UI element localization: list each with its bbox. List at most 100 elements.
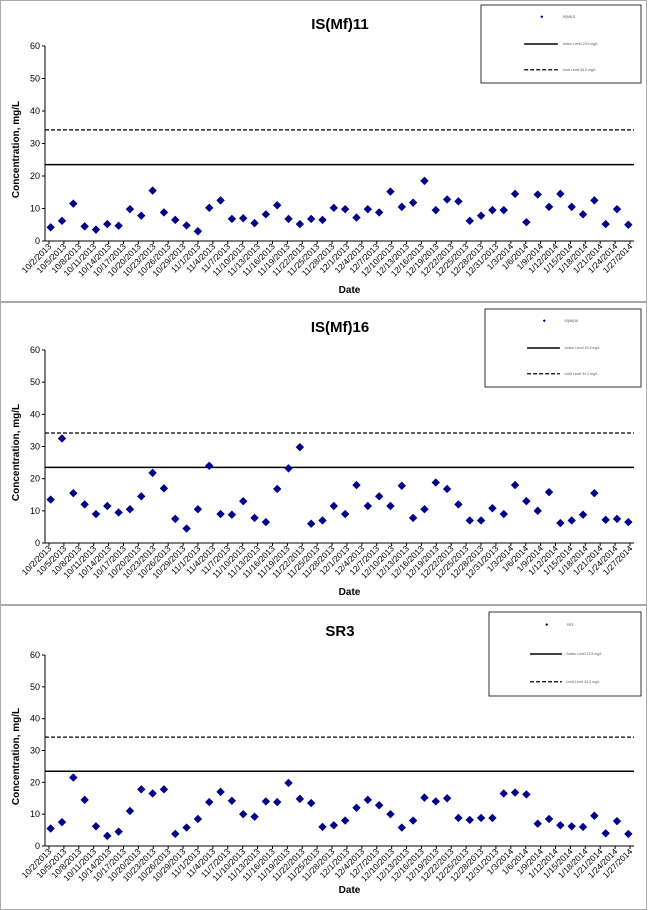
data-point-marker: [137, 492, 146, 501]
x-axis-label: Date: [339, 285, 361, 296]
data-point-marker: [103, 501, 112, 511]
data-point-marker: [374, 801, 384, 810]
data-point-marker: [499, 205, 508, 215]
y-tick-label: 10: [30, 809, 40, 819]
data-point-marker: [182, 823, 191, 832]
data-point-marker: [408, 198, 418, 207]
data-point-marker: [408, 513, 418, 523]
y-tick-label: 60: [30, 41, 40, 51]
y-tick-label: 0: [35, 841, 40, 851]
y-tick-label: 10: [30, 204, 40, 214]
data-point-marker: [476, 516, 486, 525]
data-point-marker: [91, 822, 101, 831]
data-point-marker: [318, 215, 327, 225]
y-axis-label: Concentration, mg/L: [11, 101, 22, 198]
data-point-marker: [624, 220, 633, 229]
data-point-marker: [261, 517, 271, 527]
data-point-marker: [556, 518, 565, 528]
data-point-marker: [250, 218, 259, 228]
data-point-marker: [125, 806, 135, 816]
data-point-marker: [590, 488, 599, 498]
data-point-marker: [612, 204, 622, 214]
data-point-marker: [499, 509, 508, 519]
legend-label: Limit Level 34.2 mg/L: [563, 68, 596, 72]
data-point-marker: [273, 484, 282, 494]
data-point-marker: [182, 221, 191, 230]
y-tick-label: 20: [30, 171, 40, 181]
data-point-marker: [590, 811, 599, 820]
data-point-marker: [57, 434, 67, 443]
y-tick-label: 30: [30, 139, 40, 149]
data-point-marker: [273, 797, 282, 807]
y-tick-label: 30: [30, 746, 40, 756]
data-point-marker: [465, 815, 474, 825]
data-point-marker: [386, 501, 395, 511]
y-tick-label: 20: [30, 474, 40, 484]
data-point-marker: [114, 221, 123, 230]
data-point-marker: [69, 199, 78, 208]
data-point-marker: [352, 803, 361, 812]
legend-label: Action Level 23.5 mg/L: [567, 652, 603, 656]
data-point-marker: [567, 822, 576, 831]
data-point-marker: [69, 773, 78, 782]
y-tick-label: 50: [30, 682, 40, 692]
data-point-marker: [329, 821, 339, 830]
data-point-marker: [567, 516, 576, 525]
legend-label: Limit Level 34.2 mg/L: [565, 372, 598, 376]
legend-label: IS(Mf)11: [563, 15, 576, 19]
legend-label: Action Level 23.5 mg/L: [563, 42, 599, 46]
legend-box: [480, 4, 642, 84]
data-point-marker: [624, 517, 633, 527]
chart-title: IS(Mf)11: [311, 16, 369, 33]
data-point-marker: [193, 814, 203, 824]
data-point-marker: [612, 816, 622, 826]
data-point-marker: [46, 223, 55, 232]
data-point-marker: [103, 219, 112, 229]
data-point-marker: [590, 196, 599, 205]
data-point-marker: [216, 196, 225, 205]
data-point-marker: [624, 829, 633, 839]
data-point-marker: [80, 222, 89, 231]
chart-panel-1: IS(Mf)11 0 10 20 30 40 50 60 Concentration, mg/L…: [0, 0, 647, 302]
data-point-marker: [306, 214, 316, 224]
data-point-marker: [137, 785, 146, 794]
y-tick-label: 40: [30, 714, 40, 724]
data-point-marker: [578, 210, 588, 219]
data-point-marker: [306, 798, 316, 808]
data-point-marker: [442, 484, 452, 494]
data-point-marker: [46, 824, 55, 833]
data-point-marker: [250, 812, 259, 821]
data-point-marker: [454, 813, 463, 823]
data-point-marker: [431, 797, 440, 806]
data-point-marker: [318, 822, 327, 832]
y-axis-label: Concentration, mg/L: [11, 404, 22, 501]
data-point-marker: [522, 790, 531, 799]
y-tick-label: 50: [30, 377, 40, 387]
data-point-marker: [273, 201, 282, 210]
data-point-marker: [91, 509, 101, 519]
data-point-marker: [374, 208, 384, 217]
data-point-marker: [601, 515, 610, 525]
data-point-marker: [578, 510, 588, 519]
data-point-marker: [239, 809, 248, 819]
data-point-marker: [69, 488, 78, 498]
data-point-marker: [114, 508, 123, 517]
data-point-marker: [114, 827, 123, 836]
data-point-marker: [465, 516, 474, 525]
data-point-marker: [57, 216, 67, 226]
data-point-marker: [488, 813, 497, 823]
data-point-marker: [103, 831, 112, 841]
data-point-marker: [159, 484, 169, 493]
data-point-marker: [522, 496, 531, 506]
data-point-marker: [182, 524, 191, 533]
data-point-marker: [284, 778, 293, 788]
legend-marker-icon: [540, 15, 544, 19]
data-point-marker: [261, 210, 271, 219]
data-point-marker: [205, 461, 214, 470]
data-point-marker: [601, 219, 610, 229]
data-point-marker: [499, 789, 508, 798]
data-point-marker: [171, 514, 180, 524]
data-point-marker: [284, 214, 293, 224]
